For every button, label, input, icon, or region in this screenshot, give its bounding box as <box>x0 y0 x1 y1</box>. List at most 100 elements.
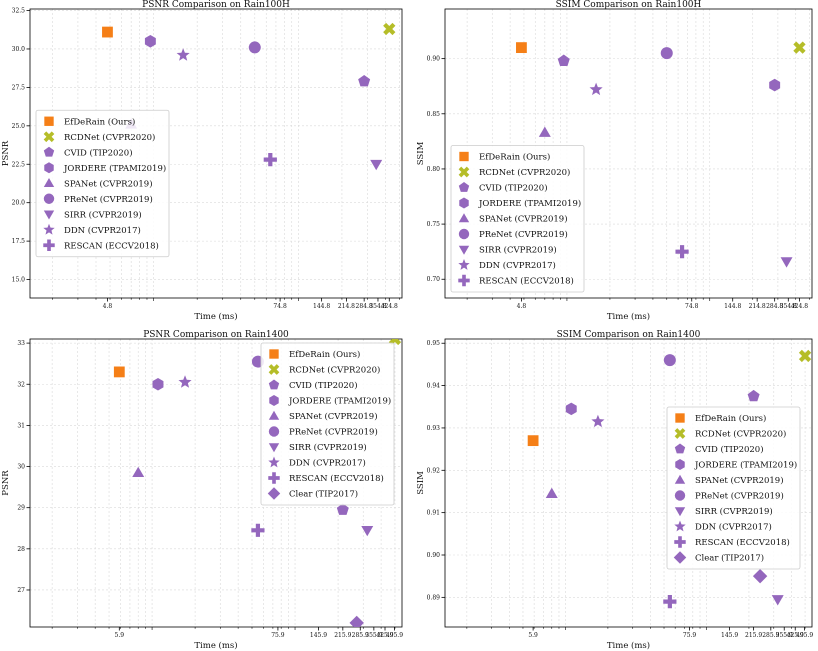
legend-label: PReNet (CVPR2019) <box>479 229 568 240</box>
legend-marker-rcdnet-cvpr2020 <box>43 131 55 143</box>
x-tick-label: 144.8 <box>313 303 330 310</box>
legend: EfDeRain (Ours) RCDNet (CVPR2020) CVID (TI… <box>450 145 585 293</box>
x-tick-label: 425.9 <box>376 632 393 639</box>
y-tick-label: 27.5 <box>12 84 26 91</box>
point-prenet-cvpr2019 <box>663 354 676 367</box>
y-tick-label: 30 <box>17 464 25 471</box>
x-tick-label: 74.8 <box>273 303 287 310</box>
y-tick-label: 0.92 <box>427 467 441 474</box>
legend: EfDeRain (Ours) RCDNet (CVPR2020) CVID (TI… <box>260 342 395 506</box>
legend-label: DDN (CVPR2017) <box>289 458 366 469</box>
y-axis-label: SSIM <box>416 471 426 495</box>
x-tick-label: 495.9 <box>796 632 813 639</box>
legend-marker-cvid-tip2020 <box>458 182 470 192</box>
point-cvid-tip2020 <box>336 503 349 515</box>
legend-marker-efderain-ours <box>44 116 54 126</box>
legend-label: EfDeRain (Ours) <box>479 152 550 163</box>
point-rcdnet-cvpr2020 <box>798 349 812 363</box>
point-jordere-tpami2019 <box>144 34 156 48</box>
legend-label: RCDNet (CVPR2020) <box>64 132 155 143</box>
legend-marker-spanet-cvpr2019 <box>268 410 280 420</box>
legend: EfDeRain (Ours) RCDNet (CVPR2020) CVID (TI… <box>35 109 170 258</box>
legend-label: CVID (TIP2020) <box>289 380 358 391</box>
point-spanet-cvpr2019 <box>545 487 558 498</box>
x-tick-label: 4.8 <box>103 303 113 310</box>
point-efderain-ours <box>527 435 539 447</box>
legend-marker-spanet-cvpr2019 <box>458 213 470 223</box>
y-axis-label: SSIM <box>416 141 426 165</box>
axes-frame <box>444 8 813 299</box>
legend-marker-jordere-tpami2019 <box>269 395 279 406</box>
legend-marker-prenet-cvpr2019 <box>674 490 686 501</box>
x-tick-label: 284.8 <box>766 303 783 310</box>
legend-box <box>260 342 395 506</box>
chart-title: PSNR Comparison on Rain1400 <box>143 330 289 340</box>
x-tick-label: 215.9 <box>745 632 762 639</box>
legend-label: CVID (TIP2020) <box>64 147 133 158</box>
axes-frame <box>29 8 403 299</box>
x-axis-label: Time (ms) <box>607 311 650 322</box>
y-tick-label: 0.90 <box>427 56 441 63</box>
point-rescan-eccv2018 <box>251 523 265 537</box>
legend-label: SIRR (CVPR2019) <box>289 442 367 453</box>
legend-box <box>35 109 170 258</box>
y-tick-label: 28 <box>17 546 25 553</box>
y-axis-label: PSNR <box>1 140 11 166</box>
x-tick-label: 214.8 <box>338 303 355 310</box>
x-tick-label: 145.9 <box>721 632 738 639</box>
x-axis-label: Time (ms) <box>194 311 237 322</box>
point-rescan-eccv2018 <box>663 594 677 609</box>
x-tick-label: 75.9 <box>271 632 285 639</box>
point-rescan-eccv2018 <box>263 153 277 167</box>
point-sirr-cvpr2019 <box>370 159 383 171</box>
legend-label: SPANet (CVPR2019) <box>289 411 378 422</box>
y-tick-label: 17.5 <box>12 238 26 245</box>
legend-marker-ddn-cvpr2017 <box>458 259 470 270</box>
legend-marker-clear-tip2017 <box>267 487 281 500</box>
legend-marker-jordere-tpami2019 <box>44 162 54 174</box>
legend-label: PReNet (CVPR2019) <box>64 194 153 205</box>
y-tick-label: 31 <box>17 422 25 429</box>
point-prenet-cvpr2019 <box>248 41 261 54</box>
x-tick-label: 74.8 <box>685 303 699 310</box>
legend-label: CVID (TIP2020) <box>479 183 548 194</box>
legend-marker-cvid-tip2020 <box>43 146 55 157</box>
point-rcdnet-cvpr2020 <box>388 339 402 346</box>
x-tick-label: 495.9 <box>386 632 403 639</box>
y-tick-label: 0.85 <box>427 111 441 118</box>
legend-marker-rescan-eccv2018 <box>43 239 55 251</box>
point-clear-tip2017 <box>752 568 768 584</box>
x-tick-label: 425.9 <box>787 632 804 639</box>
point-ddn-cvpr2017 <box>591 414 605 428</box>
axes-frame <box>444 338 813 628</box>
legend-label: PReNet (CVPR2019) <box>695 491 784 502</box>
x-tick-label: 355.9 <box>776 632 793 639</box>
point-sirr-cvpr2019 <box>361 525 374 537</box>
point-clear-tip2017 <box>349 615 364 627</box>
x-axis-label: Time (ms) <box>607 640 650 651</box>
x-tick-label: 5.9 <box>115 632 125 639</box>
legend-marker-ddn-cvpr2017 <box>43 223 55 235</box>
legend-label: RCDNet (CVPR2020) <box>695 429 786 440</box>
y-tick-label: 20.0 <box>12 200 26 207</box>
y-tick-label: 0.91 <box>427 510 440 517</box>
legend-marker-rescan-eccv2018 <box>458 274 470 287</box>
legend-marker-prenet-cvpr2019 <box>458 228 470 240</box>
point-cvid-tip2020 <box>557 54 570 66</box>
y-tick-label: 0.70 <box>427 276 441 283</box>
x-tick-label: 145.9 <box>310 632 327 639</box>
legend-marker-rescan-eccv2018 <box>674 536 686 548</box>
legend-marker-spanet-cvpr2019 <box>674 474 686 484</box>
x-tick-label: 424.8 <box>381 303 398 310</box>
x-tick-label: 424.8 <box>791 303 808 310</box>
legend-label: EfDeRain (Ours) <box>289 349 360 360</box>
axes-frame <box>29 338 403 628</box>
legend-label: CVID (TIP2020) <box>695 444 764 455</box>
legend-marker-sirr-cvpr2019 <box>268 443 280 453</box>
point-prenet-cvpr2019 <box>660 47 673 60</box>
chart-title: SSIM Comparison on Rain1400 <box>557 330 701 340</box>
legend-marker-ddn-cvpr2017 <box>674 520 686 532</box>
